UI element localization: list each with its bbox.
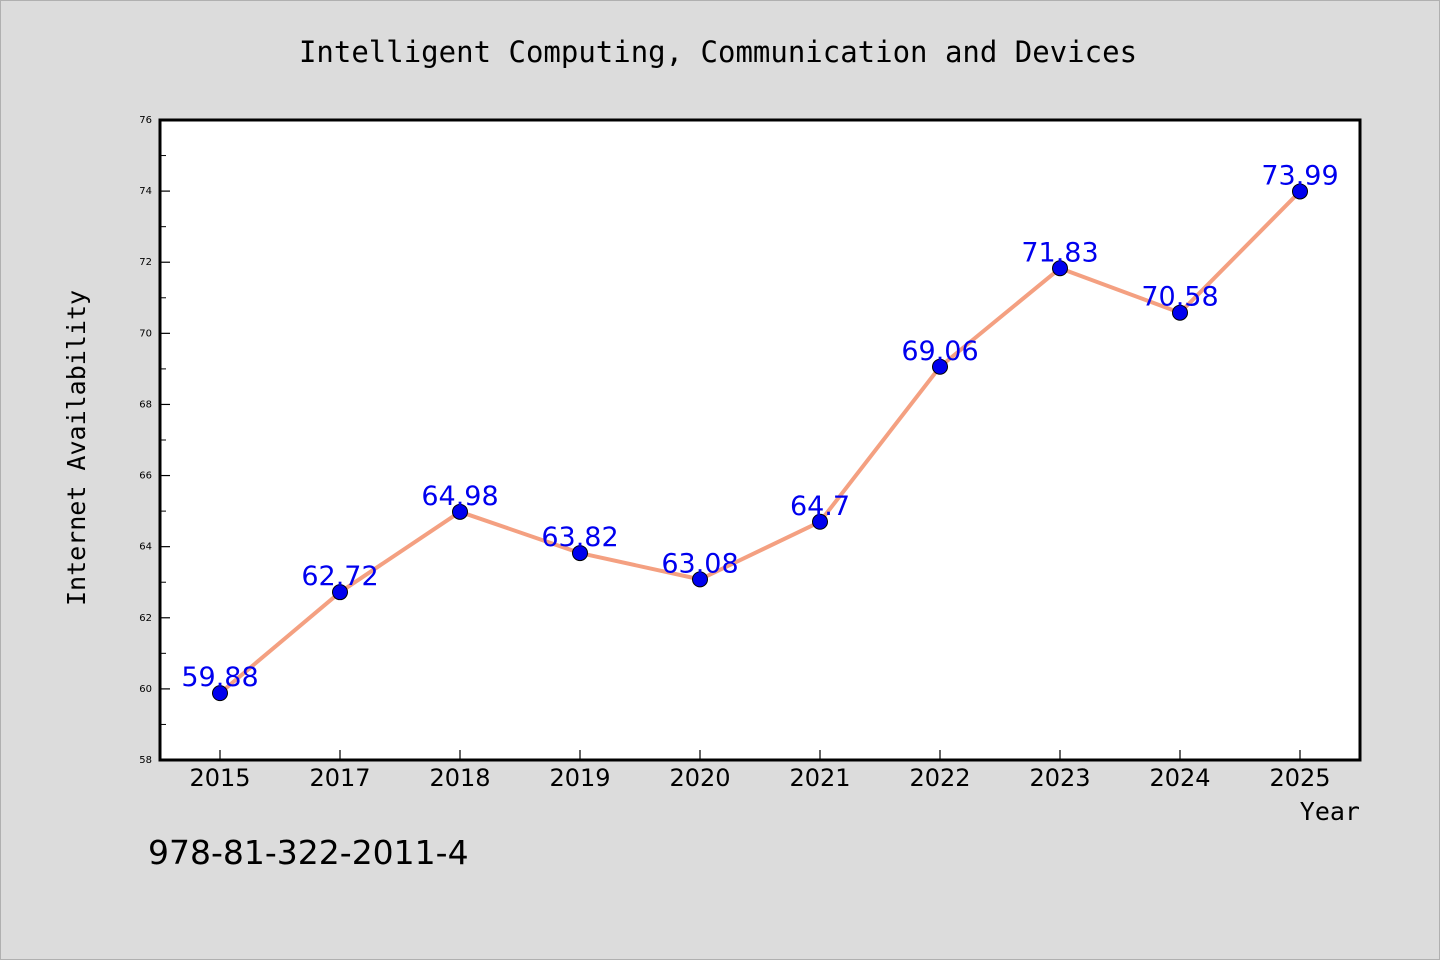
chart-title: Intelligent Computing, Communication and… <box>299 35 1137 69</box>
data-point <box>572 545 588 562</box>
data-point <box>452 503 468 520</box>
y-tick-label: 62 <box>139 613 152 624</box>
x-tick-label: 2021 <box>789 764 850 792</box>
x-axis-label: Year <box>1300 797 1360 826</box>
x-tick-label: 2025 <box>1269 764 1330 792</box>
x-tick-label: 2022 <box>909 764 970 792</box>
data-label: 64.7 <box>790 491 850 522</box>
data-point <box>1172 304 1188 321</box>
data-label: 69.06 <box>901 336 978 367</box>
x-axis: 2015 2017 2018 2019 2020 2021 2022 2023 2024 2025 <box>189 750 1331 792</box>
series-layer: 59.88 62.72 64.98 63.82 63.08 64.7 69.06 71.83 7… <box>181 160 1339 702</box>
series-line <box>218 189 1302 696</box>
data-point <box>212 685 228 702</box>
x-tick-label: 2023 <box>1029 764 1090 792</box>
y-axis: 58 60 62 64 66 68 70 72 74 76 <box>139 115 170 766</box>
x-tick-label: 2024 <box>1149 764 1210 792</box>
y-tick-label: 70 <box>139 328 152 339</box>
data-point <box>332 584 348 601</box>
data-point <box>812 513 828 530</box>
data-label: 70.58 <box>1141 282 1218 313</box>
data-label: 62.72 <box>301 561 378 592</box>
plot-frame <box>158 118 1362 762</box>
data-label: 59.88 <box>181 662 258 693</box>
y-tick-label: 74 <box>139 186 152 197</box>
data-point <box>1292 183 1308 200</box>
data-label: 63.82 <box>541 522 618 553</box>
data-label: 64.98 <box>421 481 498 512</box>
y-tick-label: 60 <box>139 684 152 695</box>
y-tick-label: 72 <box>139 257 152 268</box>
y-tick-label: 64 <box>139 542 152 553</box>
x-tick-label: 2020 <box>669 764 730 792</box>
data-label: 73.99 <box>1261 160 1338 191</box>
data-point <box>1052 260 1068 277</box>
isbn-annotation: 978-81-322-2011-4 <box>148 833 469 872</box>
y-tick-label: 58 <box>139 755 152 766</box>
y-tick-label: 66 <box>139 471 152 482</box>
y-tick-label: 76 <box>139 115 152 126</box>
data-point <box>692 571 708 588</box>
y-axis-label: Internet Availability <box>62 290 91 606</box>
x-tick-label: 2018 <box>429 764 490 792</box>
x-tick-label: 2019 <box>549 764 610 792</box>
data-label: 71.83 <box>1021 237 1098 268</box>
x-tick-label: 2015 <box>189 764 250 792</box>
data-point <box>932 358 948 375</box>
y-tick-label: 68 <box>139 399 152 410</box>
plot-area <box>160 120 1360 760</box>
x-tick-label: 2017 <box>309 764 370 792</box>
data-label: 63.08 <box>661 548 738 579</box>
